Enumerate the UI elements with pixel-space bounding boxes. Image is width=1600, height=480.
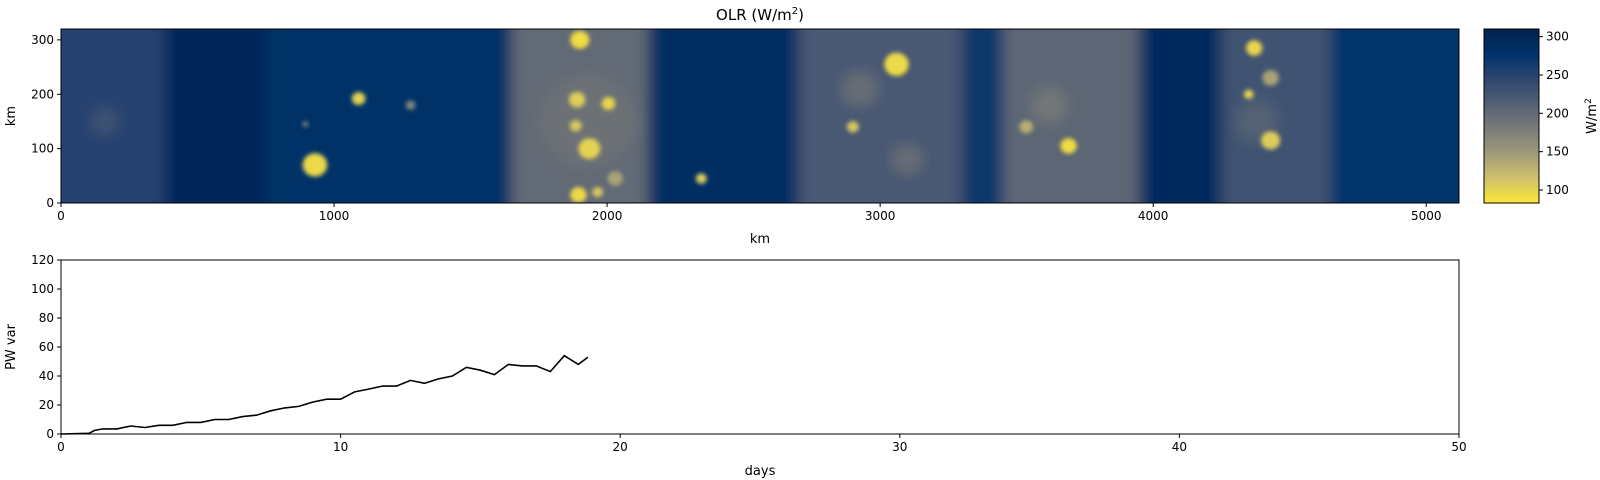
line-x-tick-label: 0	[57, 440, 65, 454]
line-plot-frame	[60, 259, 1460, 435]
heatmap-x-tick-label: 1000	[319, 209, 350, 223]
cloud-patch	[607, 171, 623, 186]
heatmap-background-bands	[61, 29, 1459, 203]
cloud-patch	[1030, 86, 1069, 124]
heatmap-y-tick-label: 100	[31, 142, 54, 156]
cloud-patch	[846, 121, 859, 133]
cloud-patch	[89, 107, 120, 136]
cloud-patch	[1262, 70, 1279, 86]
cloud-patch	[1246, 40, 1263, 56]
line-x-tick-label: 30	[892, 440, 907, 454]
colorbar-tick-label: 150	[1546, 145, 1569, 159]
heatmap-band	[962, 29, 1005, 203]
heatmap-y-tick-label: 0	[46, 196, 54, 210]
heatmap-y-tick-label: 300	[31, 33, 54, 47]
heatmap-y-axis: 0 100 200 300	[31, 33, 61, 210]
pw-var-series-line	[60, 354, 589, 435]
heatmap-x-tick-label: 4000	[1138, 209, 1169, 223]
cloud-patch	[302, 153, 328, 177]
colorbar-gradient	[1483, 28, 1540, 204]
line-y-axis: 0 20 40 60 80 100 120	[31, 253, 61, 441]
cloud-patch	[568, 91, 586, 108]
heatmap-cloud-patches	[89, 30, 1281, 203]
line-x-tick-label: 20	[613, 440, 628, 454]
colorbar-label: W/m2	[1584, 98, 1600, 134]
colorbar-tick-label: 250	[1546, 68, 1569, 82]
cloud-patch	[570, 187, 587, 203]
colorbar: 100 150 200 250 300 W/m2	[1483, 28, 1600, 204]
cloud-patch	[592, 186, 603, 198]
line-x-tick-label: 50	[1451, 440, 1466, 454]
cloud-patch	[1060, 138, 1077, 154]
cloud-patch	[569, 120, 582, 132]
cloud-patch	[405, 100, 416, 110]
cloud-patch	[1261, 131, 1281, 150]
heatmap-x-label: km	[750, 232, 770, 247]
cloud-patch	[601, 97, 616, 110]
line-y-tick-label: 120	[31, 253, 54, 267]
cloud-patch	[570, 30, 590, 49]
cloud-patch	[302, 121, 309, 127]
line-y-tick-label: 60	[39, 340, 54, 354]
line-y-tick-label: 80	[39, 311, 54, 325]
colorbar-tick-label: 200	[1546, 106, 1569, 120]
heatmap-frame	[60, 28, 1460, 204]
heatmap-x-tick-label: 3000	[865, 209, 896, 223]
line-panel: 0 10 20 30 40 50 0 20 40 60 80 100 120 days PW var	[4, 253, 1467, 479]
colorbar-tick-label: 100	[1546, 183, 1569, 197]
heatmap-panel: OLR (W/m2) 0 1000 2000 3000 4000 5000 0 100 200…	[4, 6, 1460, 247]
cloud-patch	[891, 143, 924, 176]
cloud-patch	[884, 52, 909, 77]
heatmap-band	[798, 29, 964, 203]
line-y-tick-label: 100	[31, 282, 54, 296]
cloud-patch	[840, 70, 879, 107]
line-x-tick-label: 40	[1172, 440, 1187, 454]
line-y-tick-label: 40	[39, 369, 54, 383]
heatmap-x-tick-label: 5000	[1411, 209, 1442, 223]
cloud-patch	[538, 74, 638, 169]
heatmap-title: OLR (W/m2)	[716, 6, 804, 24]
cloud-patch	[1243, 89, 1254, 99]
heatmap-x-tick-label: 0	[57, 209, 65, 223]
heatmap-band	[648, 29, 800, 203]
heatmap-y-tick-label: 200	[31, 87, 54, 101]
heatmap-band	[1330, 29, 1459, 203]
cloud-patch	[578, 138, 601, 160]
heatmap-band	[265, 29, 513, 203]
colorbar-tick-label: 300	[1546, 30, 1569, 44]
heatmap-y-label: km	[4, 106, 19, 126]
heatmap-x-tick-label: 2000	[592, 209, 623, 223]
line-x-axis: 0 10 20 30 40 50	[57, 434, 1467, 454]
line-x-tick-label: 10	[333, 440, 348, 454]
cloud-patch	[1019, 120, 1034, 134]
heatmap-band	[1139, 29, 1223, 203]
line-x-label: days	[745, 464, 776, 479]
heatmap-band	[164, 29, 267, 203]
line-y-label: PW var	[4, 323, 19, 369]
cloud-patch	[695, 173, 707, 184]
heatmap-band	[1003, 29, 1141, 203]
cloud-patch	[351, 92, 366, 106]
line-y-tick-label: 20	[39, 398, 54, 412]
line-y-tick-label: 0	[46, 427, 54, 441]
heatmap-x-axis: 0 1000 2000 3000 4000 5000	[57, 203, 1442, 223]
colorbar-ticks: 100 150 200 250 300	[1539, 30, 1569, 197]
